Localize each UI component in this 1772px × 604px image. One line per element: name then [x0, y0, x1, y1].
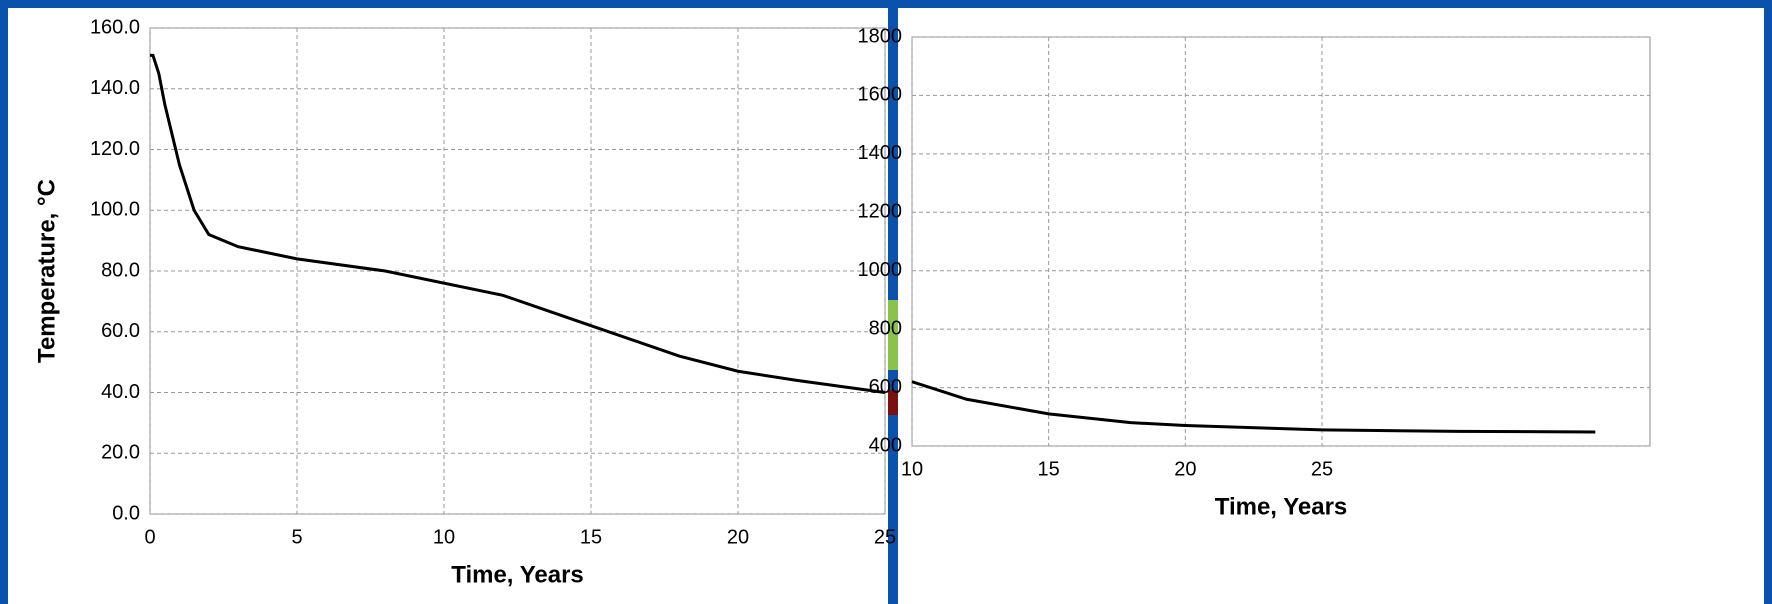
y-tick-label: 0.0 [112, 502, 140, 524]
y-tick-label: 1600 [858, 84, 903, 106]
y-tick-label: 100.0 [90, 199, 140, 221]
x-tick-label: 0 [144, 526, 155, 548]
x-axis-label: Time, Years [451, 561, 584, 588]
y-tick-label: 160.0 [90, 16, 140, 38]
y-tick-label: 1000 [858, 259, 903, 281]
x-tick-label: 10 [901, 458, 923, 480]
y-tick-label: 40.0 [101, 381, 140, 403]
y-tick-label: 1400 [858, 142, 903, 164]
x-tick-label: 15 [1038, 458, 1060, 480]
y-tick-label: 20.0 [101, 442, 140, 464]
x-tick-label: 25 [1311, 458, 1333, 480]
x-tick-label: 5 [291, 526, 302, 548]
screenshot: 0.0 20.0 40.0 60.0 80.0 100.0 120.0 140.0 160.0 0… [0, 0, 1772, 604]
y-tick-label: 60.0 [101, 320, 140, 342]
x-tick-label: 15 [580, 526, 602, 548]
x-tick-label: 10 [433, 526, 455, 548]
x-axis-label: Time, Years [1215, 493, 1348, 520]
y-tick-label: 600 [869, 376, 902, 398]
x-tick-label: 20 [1174, 458, 1196, 480]
y-tick-label: 1800 [858, 25, 903, 47]
y-tick-label: 400 [869, 434, 902, 456]
x-tick-label: 25 [874, 526, 896, 548]
page: 0.0 20.0 40.0 60.0 80.0 100.0 120.0 140.0 160.0 0… [0, 0, 1772, 604]
x-tick-label: 20 [727, 526, 749, 548]
y-tick-label: 800 [869, 317, 902, 339]
y-tick-label: 1200 [858, 201, 903, 223]
y-tick-label: 80.0 [101, 259, 140, 281]
left-slide [8, 8, 888, 604]
y-tick-label: 140.0 [90, 77, 140, 99]
y-tick-label: 120.0 [90, 138, 140, 160]
y-axis-label: Temperature, °C [33, 179, 60, 363]
